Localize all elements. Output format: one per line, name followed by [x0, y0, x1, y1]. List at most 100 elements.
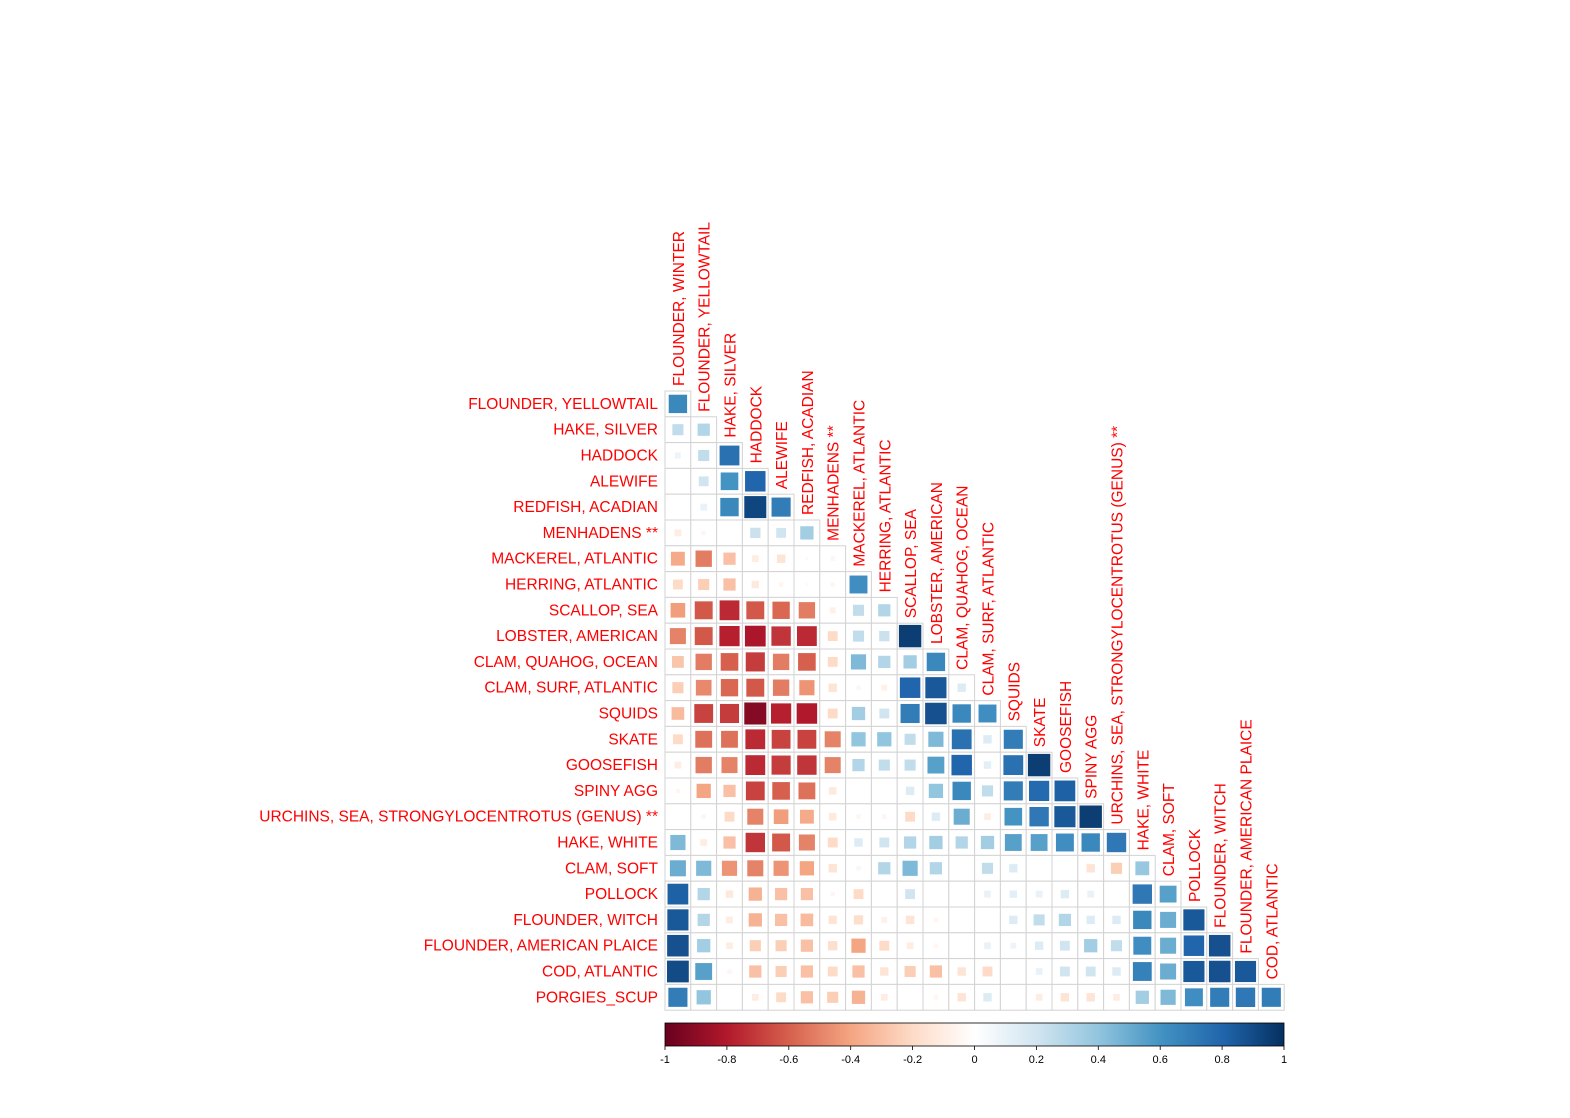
grid-cell	[870, 777, 898, 805]
colorbar-tick-label: 0.6	[1153, 1054, 1168, 1066]
correlation-square	[1034, 889, 1044, 899]
correlation-square	[670, 550, 686, 567]
column-label: SKATE	[1032, 698, 1049, 748]
correlation-square	[1004, 833, 1023, 852]
correlation-square	[804, 582, 810, 587]
grid-cell	[999, 958, 1027, 985]
correlation-square	[928, 861, 943, 876]
column-label: FLOUNDER, AMERICAN PLAICE	[1239, 719, 1256, 953]
correlation-square	[878, 939, 891, 952]
correlation-square	[1027, 753, 1052, 778]
grid-cell	[1103, 880, 1130, 908]
correlation-square	[694, 730, 713, 749]
colorbar-tick-label: -0.6	[779, 1054, 798, 1066]
correlation-square	[774, 887, 789, 902]
correlation-square	[796, 625, 818, 647]
correlation-square	[951, 703, 972, 724]
correlation-square	[954, 835, 969, 850]
correlation-square	[693, 626, 714, 646]
correlation-square	[904, 810, 916, 823]
correlation-square	[983, 812, 992, 821]
correlation-square	[770, 754, 792, 776]
correlation-square	[924, 676, 948, 700]
correlation-square	[798, 860, 815, 877]
correlation-square	[1059, 939, 1071, 952]
grid-cell	[716, 519, 743, 547]
column-label: GOOSEFISH	[1058, 681, 1075, 773]
correlation-square	[745, 600, 766, 621]
column-label: HERRING, ATLANTIC	[877, 439, 894, 592]
correlation-square	[1053, 805, 1077, 829]
correlation-square	[1085, 914, 1096, 925]
column-label: HAKE, WHITE	[1135, 750, 1152, 851]
correlation-square	[1131, 883, 1153, 905]
correlation-square	[772, 808, 790, 825]
correlation-square	[744, 728, 767, 751]
correlation-square	[771, 781, 791, 801]
correlation-square	[699, 838, 708, 847]
correlation-square	[930, 811, 941, 822]
correlation-square	[1182, 934, 1205, 957]
correlation-square	[1111, 966, 1122, 977]
correlation-square	[829, 555, 836, 562]
correlation-square	[977, 703, 998, 724]
row-label: CLAM, SOFT	[565, 860, 659, 877]
correlation-square	[1029, 833, 1049, 852]
correlation-square	[693, 703, 714, 724]
row-label: POLLOCK	[585, 886, 659, 903]
grid-cell	[845, 777, 872, 805]
correlation-square	[799, 887, 814, 902]
correlation-square	[697, 475, 710, 488]
correlation-square	[667, 393, 688, 414]
row-label: HADDOCK	[580, 448, 658, 465]
correlation-square	[826, 965, 839, 978]
correlation-square	[1112, 993, 1121, 1002]
column-label: POLLOCK	[1187, 828, 1204, 902]
colorbar-tick-label: 1	[1281, 1054, 1287, 1066]
correlation-square	[1028, 779, 1051, 802]
correlation-square	[673, 528, 683, 538]
correlation-square	[666, 882, 690, 906]
correlation-square	[827, 940, 839, 952]
correlation-square	[696, 938, 712, 954]
colorbar-tick-label: -1	[660, 1054, 670, 1066]
correlation-square	[1208, 934, 1232, 958]
correlation-square	[723, 810, 736, 823]
grid-cell	[870, 880, 898, 908]
correlation-square	[903, 835, 918, 850]
correlation-square	[722, 577, 737, 592]
correlation-square	[719, 497, 740, 518]
correlation-square	[1034, 967, 1044, 976]
row-label: SKATE	[608, 731, 658, 748]
correlation-square	[1032, 913, 1046, 927]
correlation-square	[774, 912, 789, 927]
correlation-square	[699, 502, 708, 512]
row-labels: FLOUNDER, YELLOWTAIL HAKE, SILVER HADDOCK A…	[259, 396, 658, 1006]
row-label: LOBSTER, AMERICAN	[496, 628, 658, 645]
correlation-square	[721, 859, 738, 877]
colorbar-tick-label: 0.8	[1214, 1054, 1229, 1066]
correlation-square	[926, 755, 946, 775]
correlation-square	[981, 965, 994, 978]
correlation-square	[751, 554, 760, 563]
correlation-square	[1234, 960, 1257, 983]
colorbar-gradient	[664, 1022, 1285, 1047]
correlation-square	[718, 599, 741, 622]
correlation-square	[774, 965, 788, 978]
correlation-square	[1106, 832, 1127, 853]
correlation-square	[852, 603, 865, 617]
colorbar-tick-label: 0	[971, 1054, 977, 1066]
colorbar-tick-label: 0.4	[1091, 1054, 1106, 1066]
correlation-square	[1235, 986, 1256, 1008]
correlation-square	[903, 965, 917, 978]
correlation-square	[673, 760, 683, 770]
column-label: LOBSTER, AMERICAN	[929, 482, 946, 644]
correlation-square	[928, 964, 943, 979]
colorbar-tick-label: 0.2	[1029, 1054, 1044, 1066]
correlation-square	[981, 784, 994, 798]
correlation-square	[903, 732, 917, 746]
column-label: FLOUNDER, WITCH	[1213, 783, 1230, 928]
correlation-square	[745, 780, 766, 802]
correlation-square	[877, 603, 892, 618]
